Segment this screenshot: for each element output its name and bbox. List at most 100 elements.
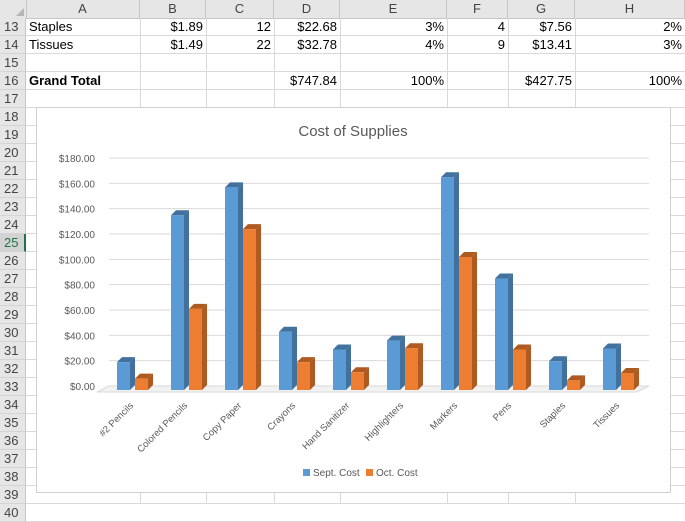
row-header-16[interactable]: 16 (0, 72, 26, 90)
row-header-32[interactable]: 32 (0, 360, 26, 378)
column-header-f[interactable]: F (447, 0, 508, 18)
row-header-33[interactable]: 33 (0, 378, 26, 396)
cell-a13[interactable]: Staples (29, 19, 73, 34)
bar-sept-side (616, 343, 621, 390)
cell-g16[interactable]: $427.75 (525, 73, 572, 88)
column-header-bar: A B C D E F G H (0, 0, 685, 19)
grid-row (26, 504, 685, 522)
row-header-40[interactable]: 40 (0, 504, 26, 522)
bar-oct-side (364, 367, 369, 390)
bar-oct-side (148, 373, 153, 390)
column-header-h[interactable]: H (575, 0, 685, 18)
y-tick-label: $40.00 (64, 331, 95, 342)
row-header-13[interactable]: 13 (0, 18, 26, 36)
bar-sept-top (441, 172, 459, 178)
x-tick-label: Markers (428, 400, 460, 432)
bar-oct-top (189, 303, 207, 309)
column-header-c[interactable]: C (206, 0, 274, 18)
cell-e14[interactable]: 4% (425, 37, 444, 52)
bar-oct (459, 257, 472, 390)
bar-sept-side (238, 182, 243, 390)
row-header-15[interactable]: 15 (0, 54, 26, 72)
bar-sept (441, 177, 454, 390)
column-header-b[interactable]: B (140, 0, 206, 18)
cell-e16[interactable]: 100% (410, 73, 444, 88)
row-header-37[interactable]: 37 (0, 450, 26, 468)
bar-sept (387, 340, 400, 390)
bar-sept-side (400, 335, 405, 390)
column-header-d[interactable]: D (274, 0, 340, 18)
row-header-18[interactable]: 18 (0, 108, 26, 126)
cell-a14[interactable]: Tissues (29, 37, 74, 52)
cell-e13[interactable]: 3% (425, 19, 444, 34)
cell-h16[interactable]: 100% (648, 73, 682, 88)
cell-c14[interactable]: 22 (256, 37, 271, 52)
row-header-38[interactable]: 38 (0, 468, 26, 486)
cell-d13[interactable]: $22.68 (297, 19, 337, 34)
select-all-button[interactable] (0, 0, 27, 18)
legend-swatch (303, 469, 310, 476)
row-header-26[interactable]: 26 (0, 252, 26, 270)
bar-sept (495, 278, 508, 390)
bar-oct (351, 372, 364, 390)
bar-oct-side (526, 344, 531, 390)
bar-sept (171, 215, 184, 390)
bar-sept-side (454, 172, 459, 390)
bar-sept-top (171, 210, 189, 216)
cell-f13[interactable]: 4 (497, 19, 505, 34)
cell-h14[interactable]: 3% (663, 37, 682, 52)
bar-oct (567, 380, 580, 390)
bar-sept-top (225, 182, 243, 188)
legend-label: Oct. Cost (376, 468, 418, 479)
row-header-17[interactable]: 17 (0, 90, 26, 108)
row-header-19[interactable]: 19 (0, 126, 26, 144)
y-tick-label: $180.00 (59, 154, 96, 165)
row-header-23[interactable]: 23 (0, 198, 26, 216)
bar-sept-top (279, 326, 297, 332)
bar-sept-top (387, 335, 405, 341)
cell-b14[interactable]: $1.49 (170, 37, 203, 52)
grid-row (26, 90, 685, 108)
column-header-e[interactable]: E (340, 0, 447, 18)
cell-g13[interactable]: $7.56 (539, 19, 572, 34)
row-header-14[interactable]: 14 (0, 36, 26, 54)
row-header-24[interactable]: 24 (0, 216, 26, 234)
bar-oct-top (621, 368, 639, 374)
bar-sept-top (117, 357, 135, 363)
row-header-25[interactable]: 25 (0, 234, 26, 252)
bar-oct-side (472, 252, 477, 390)
bar-sept-side (562, 356, 567, 390)
y-tick-label: $20.00 (64, 357, 95, 368)
row-header-27[interactable]: 27 (0, 270, 26, 288)
cell-g14[interactable]: $13.41 (532, 37, 572, 52)
row-header-21[interactable]: 21 (0, 162, 26, 180)
column-header-g[interactable]: G (508, 0, 575, 18)
row-header-39[interactable]: 39 (0, 486, 26, 504)
bar-sept (603, 348, 616, 390)
cell-b13[interactable]: $1.89 (170, 19, 203, 34)
row-header-36[interactable]: 36 (0, 432, 26, 450)
embedded-chart[interactable]: Cost of Supplies $0.00 $20.00 $40.00 $60.00 $… (36, 107, 671, 493)
row-header-20[interactable]: 20 (0, 144, 26, 162)
row-header-22[interactable]: 22 (0, 180, 26, 198)
cell-a16[interactable]: Grand Total (29, 73, 101, 88)
bar-sept-side (292, 326, 297, 390)
column-header-a[interactable]: A (26, 0, 140, 18)
x-tick-label: #2 Pencils (97, 400, 136, 439)
y-tick-label: $60.00 (64, 306, 95, 317)
cell-h13[interactable]: 2% (663, 19, 682, 34)
row-header-34[interactable]: 34 (0, 396, 26, 414)
bar-oct-side (256, 224, 261, 390)
legend-swatch (366, 469, 373, 476)
row-header-28[interactable]: 28 (0, 288, 26, 306)
row-header-30[interactable]: 30 (0, 324, 26, 342)
cell-d14[interactable]: $32.78 (297, 37, 337, 52)
cell-d16[interactable]: $747.84 (290, 73, 337, 88)
cell-f14[interactable]: 9 (497, 37, 505, 52)
cell-c13[interactable]: 12 (256, 19, 271, 34)
row-header-35[interactable]: 35 (0, 414, 26, 432)
bar-oct (189, 308, 202, 390)
row-header-31[interactable]: 31 (0, 342, 26, 360)
bar-oct (243, 229, 256, 390)
row-header-29[interactable]: 29 (0, 306, 26, 324)
